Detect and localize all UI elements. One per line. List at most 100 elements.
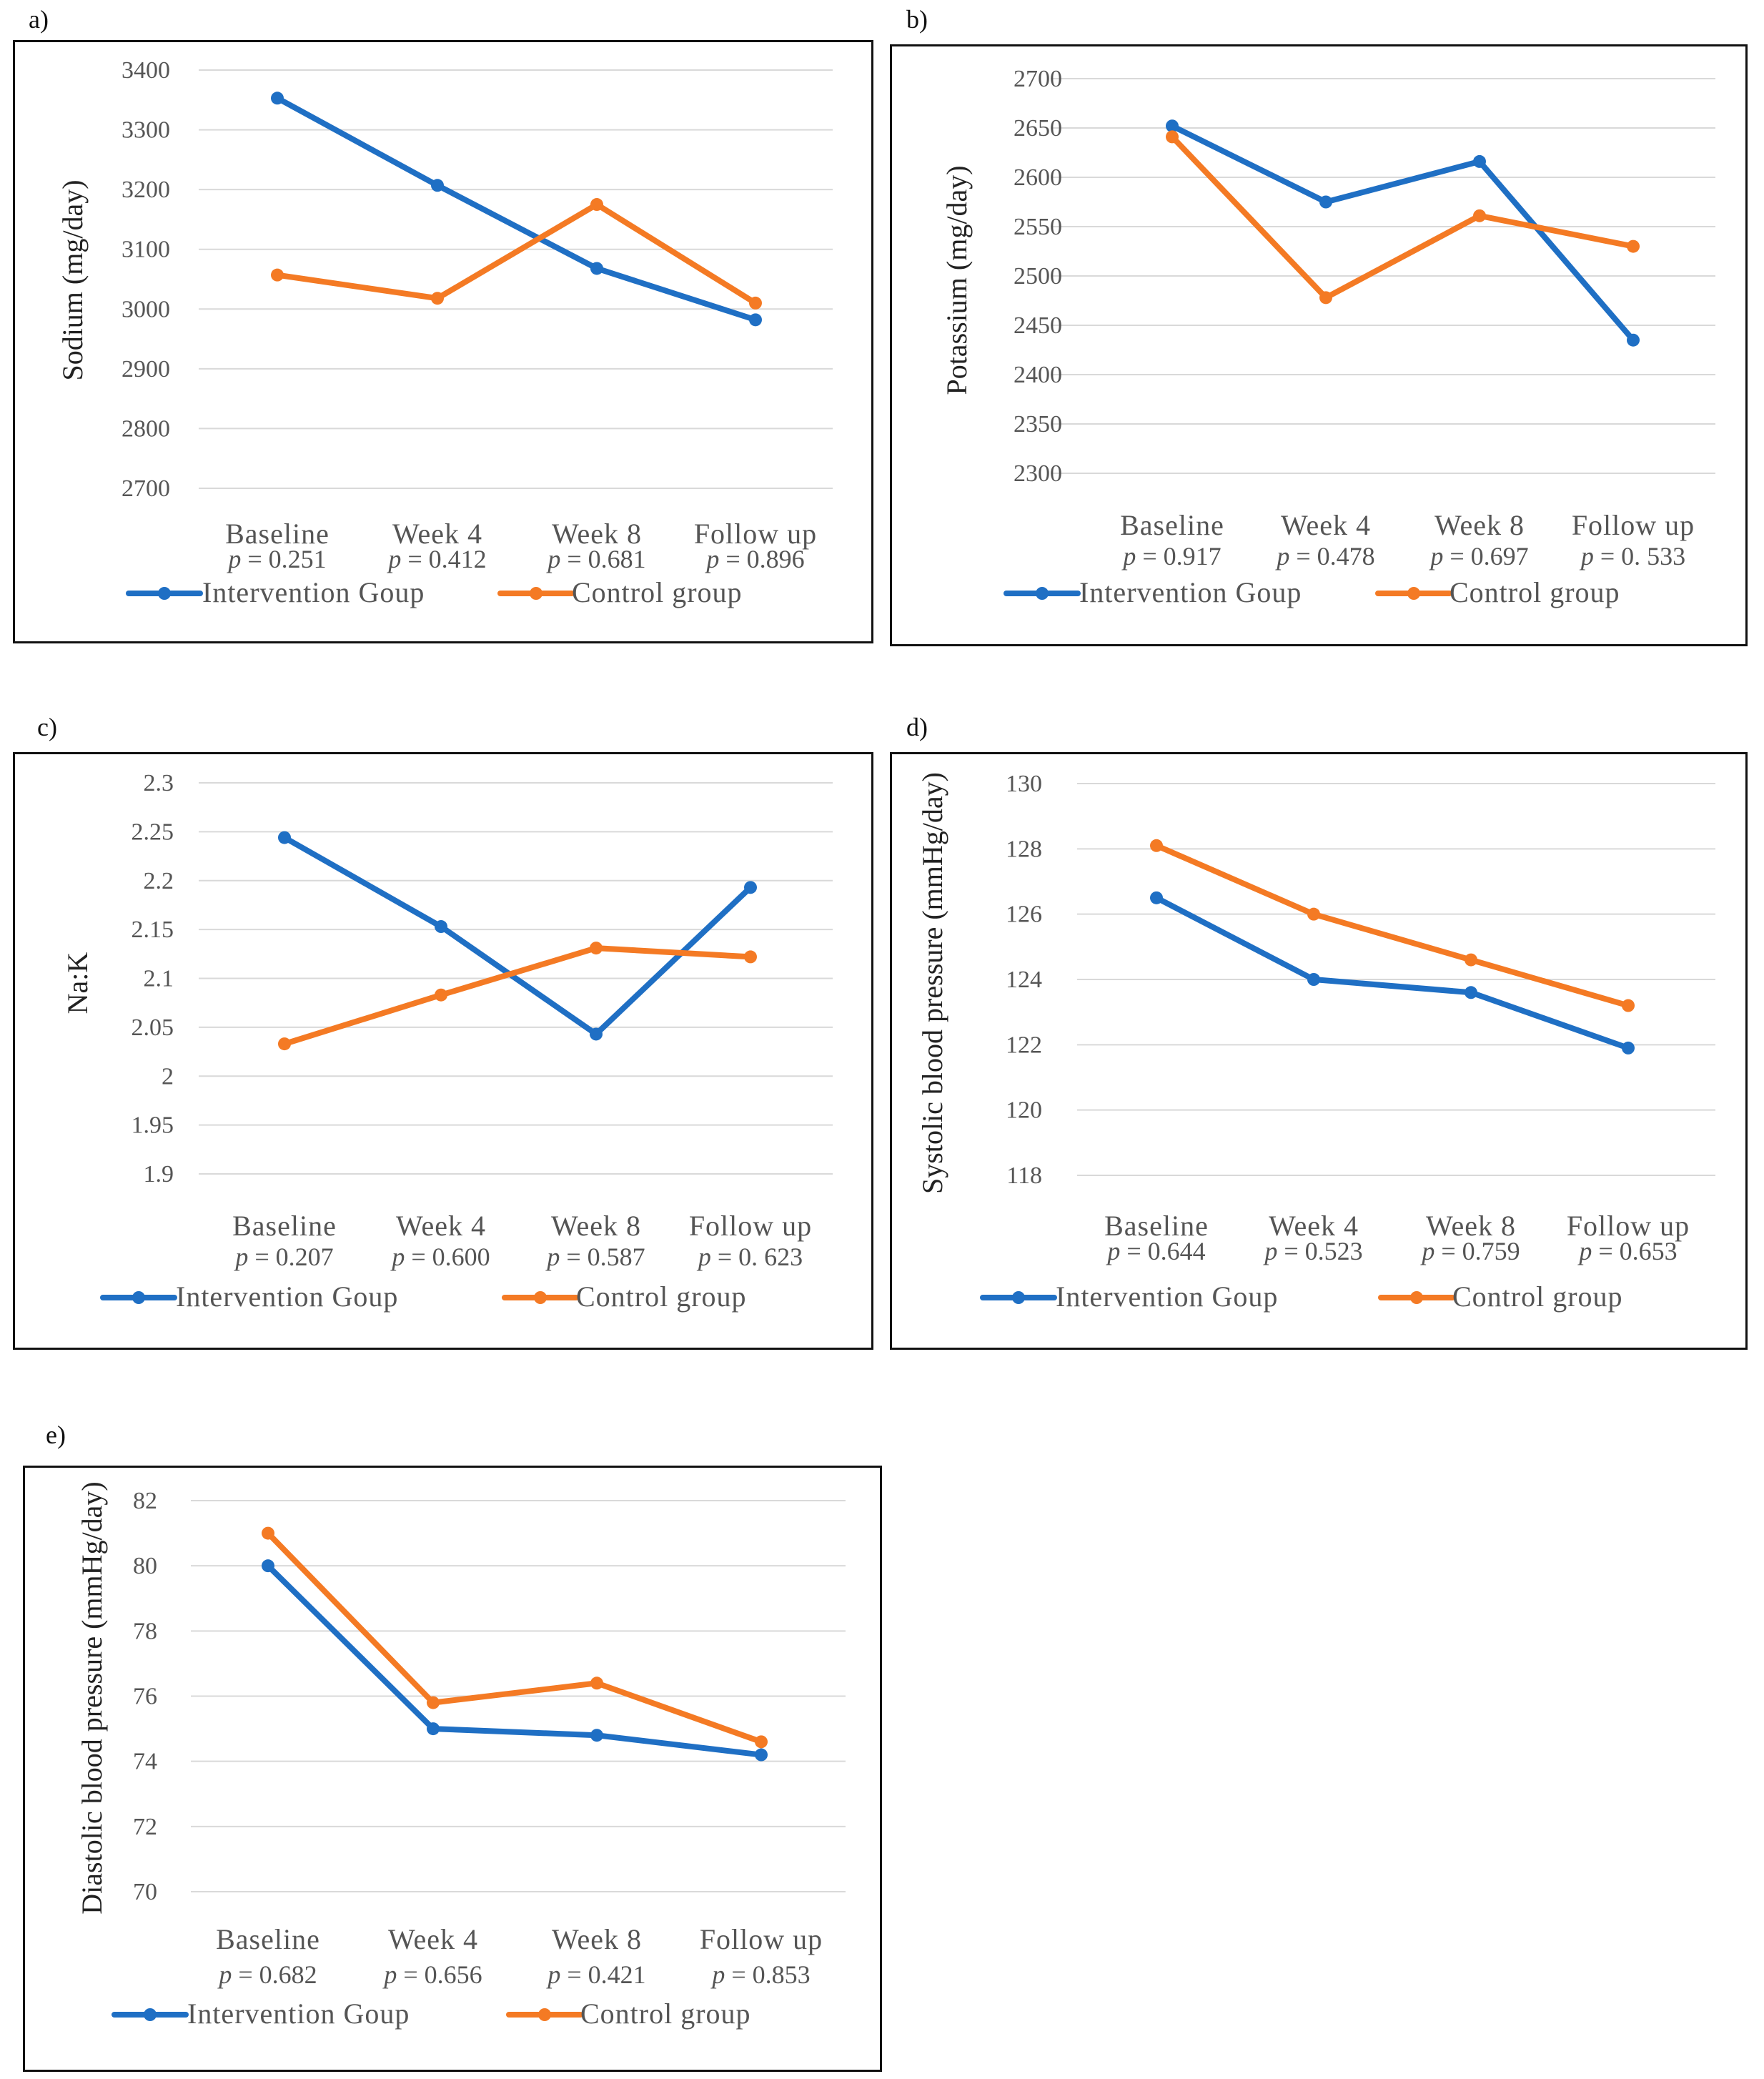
panel-label-d: d) [906, 713, 928, 741]
chart-panel-c [13, 752, 873, 1350]
series-line-intervention [1169, 123, 1636, 343]
legend-marker-control [530, 587, 542, 600]
y-tick-label: 2700 [122, 475, 170, 502]
y-tick-label: 3000 [122, 296, 170, 322]
p-value-label: p = 0.523 [1262, 1237, 1362, 1265]
data-point-intervention [1622, 1041, 1635, 1055]
data-point-intervention [1465, 986, 1477, 999]
y-tick-label: 2.25 [132, 819, 174, 845]
data-point-control [1627, 239, 1640, 253]
y-axis-title: Sodium (mg/day) [56, 179, 89, 380]
data-point-intervention [755, 1748, 768, 1762]
data-point-intervention [590, 1027, 603, 1041]
y-tick-label: 1.95 [132, 1112, 174, 1139]
y-tick-label: 2900 [122, 356, 170, 382]
data-point-intervention [271, 92, 284, 105]
data-point-control [278, 1037, 291, 1051]
data-point-intervention [427, 1722, 440, 1736]
data-point-control [1319, 291, 1332, 305]
p-value-label: p = 0.853 [710, 1960, 810, 1989]
y-tick-label: 82 [133, 1488, 157, 1514]
y-axis-title: Potassium (mg/day) [941, 165, 973, 395]
y-tick-label: 2800 [122, 415, 170, 442]
p-value-label: p = 0.644 [1105, 1237, 1205, 1265]
p-value-label: p = 0.207 [233, 1243, 333, 1271]
data-point-control [590, 198, 603, 212]
data-point-control [431, 292, 444, 305]
data-point-control [427, 1696, 440, 1709]
p-value-label: p = 0.412 [386, 545, 486, 573]
y-tick-label: 2650 [1014, 115, 1062, 142]
y-tick-label: 2450 [1014, 312, 1062, 339]
y-tick-label: 126 [1006, 902, 1042, 928]
panel-label-e: e) [46, 1421, 66, 1449]
legend-marker-intervention [1012, 1291, 1025, 1304]
y-tick-label: 72 [133, 1814, 157, 1840]
x-category-label: Follow up [700, 1923, 823, 1955]
data-point-intervention [1150, 891, 1163, 904]
data-point-control [749, 296, 762, 310]
data-point-intervention [1166, 119, 1179, 133]
y-tick-label: 2.3 [144, 770, 174, 796]
x-category-label: Follow up [1572, 509, 1695, 541]
x-category-label: Week 4 [396, 1210, 486, 1242]
x-category-label: Baseline [1120, 509, 1224, 541]
panel-label-a: a) [29, 5, 49, 34]
legend-label-control: Control group [1452, 1280, 1623, 1313]
y-tick-label: 1.9 [144, 1161, 174, 1187]
y-tick-label: 2 [162, 1063, 174, 1090]
data-point-intervention [278, 831, 291, 844]
legend-label-intervention: Intervention Goup [187, 1997, 410, 2030]
p-value-label: p = 0.421 [545, 1960, 645, 1989]
y-tick-label: 2550 [1014, 214, 1062, 240]
y-tick-label: 74 [133, 1749, 157, 1775]
series-line-control [1169, 134, 1636, 301]
y-tick-label: 2700 [1014, 66, 1062, 92]
data-point-control [590, 1676, 603, 1690]
legend-label-intervention: Intervention Goup [1079, 576, 1302, 608]
y-tick-label: 2.1 [144, 966, 174, 992]
chart-panel-e [23, 1466, 882, 2072]
legend-marker-control [534, 1291, 547, 1304]
y-tick-label: 118 [1006, 1162, 1042, 1189]
legend-marker-control [538, 2008, 551, 2021]
x-category-label: Week 8 [552, 518, 642, 550]
p-value-label: p = 0.896 [704, 545, 804, 573]
legend-marker-control [1407, 587, 1420, 600]
data-point-control [1473, 209, 1486, 222]
y-tick-label: 3400 [122, 57, 170, 84]
data-point-control [1150, 839, 1163, 852]
p-value-label: p = 0.681 [545, 545, 645, 573]
x-category-label: Week 8 [552, 1923, 642, 1955]
p-value-label: p = 0. 623 [696, 1243, 803, 1271]
x-category-label: Follow up [694, 518, 817, 550]
series-line-control [282, 945, 753, 1047]
y-tick-label: 70 [133, 1879, 157, 1905]
data-point-intervention [590, 1729, 603, 1742]
legend-label-control: Control group [580, 1997, 751, 2030]
data-point-intervention [262, 1559, 274, 1573]
y-tick-label: 2500 [1014, 263, 1062, 290]
data-point-intervention [590, 262, 603, 275]
y-tick-label: 130 [1006, 771, 1042, 797]
y-tick-label: 128 [1006, 836, 1042, 862]
x-category-label: Week 8 [1426, 1210, 1516, 1242]
x-category-label: Week 8 [1435, 509, 1525, 541]
y-tick-label: 120 [1006, 1097, 1042, 1124]
legend-marker-intervention [158, 587, 171, 600]
data-point-control [1465, 953, 1477, 967]
y-tick-label: 2.2 [144, 868, 174, 894]
y-tick-label: 2400 [1014, 362, 1062, 388]
p-value-label: p = 0.587 [545, 1243, 645, 1271]
data-point-control [590, 942, 603, 955]
legend-marker-control [1410, 1291, 1423, 1304]
legend-label-intervention: Intervention Goup [202, 576, 425, 608]
series-line-control [1154, 842, 1631, 1009]
x-category-label: Baseline [216, 1923, 320, 1955]
y-tick-label: 122 [1006, 1032, 1042, 1058]
x-category-label: Baseline [232, 1210, 337, 1242]
x-category-label: Week 4 [1269, 1210, 1359, 1242]
